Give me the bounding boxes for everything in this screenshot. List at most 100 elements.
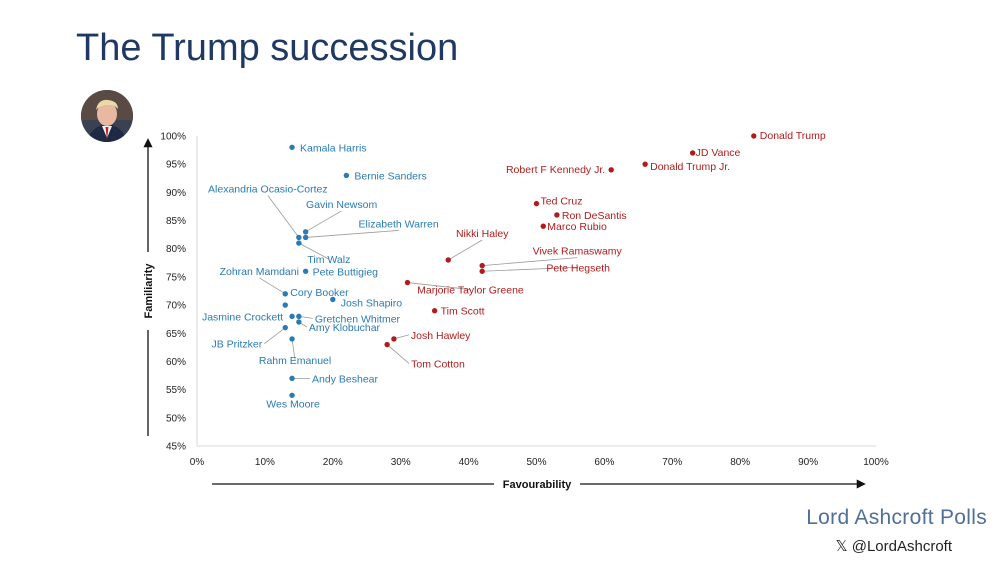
point-label: Ted Cruz — [541, 196, 583, 208]
data-point — [282, 302, 288, 308]
point-label: JD Vance — [696, 147, 741, 159]
point-label: Wes Moore — [266, 398, 320, 410]
data-point — [302, 229, 309, 235]
x-tick-label: 60% — [594, 457, 614, 468]
y-tick-label: 60% — [166, 357, 186, 368]
data-point — [302, 268, 309, 274]
page-title: The Trump succession — [76, 27, 459, 69]
point-label: Robert F Kennedy Jr. — [506, 164, 605, 176]
donald-trump-portrait-icon — [81, 90, 133, 142]
point-label: Alexandria Ocasio-Cortez — [208, 183, 328, 195]
data-point — [479, 268, 485, 274]
data-point — [296, 234, 302, 241]
y-tick-label: 95% — [166, 160, 186, 171]
data-point — [302, 234, 309, 241]
leader-line — [291, 338, 296, 360]
data-point — [384, 341, 390, 348]
point-label: JB Pritzker — [212, 339, 263, 351]
y-ticks: 45% 50% 55% 60% 65% 70% 75% 80% 85% 90% 95% 100% — [160, 132, 186, 453]
data-point — [289, 375, 295, 382]
data-point — [296, 319, 302, 325]
data-point — [751, 133, 757, 139]
data-point — [431, 308, 438, 314]
y-tick-label: 65% — [166, 329, 186, 340]
brand-logo: Lord Ashcroft Polls — [806, 506, 987, 529]
point-label: Josh Hawley — [411, 330, 471, 342]
data-point — [289, 313, 295, 320]
point-label: Ron DeSantis — [562, 210, 627, 222]
leader-line — [259, 277, 286, 295]
data-point — [608, 167, 614, 173]
point-label: Josh Shapiro — [341, 297, 402, 309]
data-point — [343, 172, 350, 179]
y-tick-label: 85% — [166, 216, 186, 227]
data-point — [642, 161, 648, 167]
x-tick-label: 20% — [323, 457, 343, 468]
leader-line — [407, 282, 471, 290]
point-label: Jasmine Crockett — [202, 311, 283, 323]
point-label: Gavin Newsom — [306, 199, 377, 211]
leader-line — [482, 257, 578, 267]
x-tick-label: 50% — [526, 457, 546, 468]
data-point — [289, 392, 295, 398]
point-label: Cory Booker — [290, 287, 349, 299]
data-point — [689, 150, 696, 156]
x-tick-label: 10% — [255, 457, 275, 468]
data-point — [289, 144, 295, 150]
x-tick-label: 30% — [391, 457, 411, 468]
leader-line — [264, 327, 286, 344]
data-point — [404, 279, 411, 286]
leader-line — [267, 195, 300, 238]
point-label: Pete Buttigieg — [313, 266, 379, 278]
avatar — [81, 90, 133, 142]
y-tick-label: 90% — [166, 188, 186, 199]
data-point — [479, 262, 485, 269]
x-tick-label: 100% — [863, 457, 889, 468]
data-point — [540, 223, 546, 229]
x-tick-label: 40% — [459, 457, 479, 468]
data-points — [282, 133, 757, 398]
point-label: Marco Rubio — [547, 221, 607, 233]
point-label: Elizabeth Warren — [359, 218, 439, 230]
y-tick-label: 100% — [160, 132, 186, 143]
leader-line — [305, 230, 399, 238]
point-label: Bernie Sanders — [354, 170, 426, 182]
leader-line — [482, 266, 579, 272]
social-handle: 𝕏 @LordAshcroft — [835, 538, 952, 555]
data-point — [330, 296, 336, 303]
x-axis-title: Favourability — [503, 479, 572, 491]
x-tick-label: 80% — [730, 457, 750, 468]
leader-line — [386, 344, 410, 364]
y-tick-label: 80% — [166, 244, 186, 255]
point-label: Vivek Ramaswamy — [533, 246, 623, 258]
point-label: Zohran Mamdani — [220, 266, 299, 278]
point-label: Kamala Harris — [300, 142, 367, 154]
data-point — [289, 336, 295, 342]
data-point — [282, 291, 288, 297]
data-point — [391, 336, 397, 342]
point-label: Nikki Haley — [456, 228, 509, 240]
data-point — [282, 324, 288, 331]
point-label: Gretchen Whitmer — [315, 313, 401, 325]
data-point — [554, 212, 560, 218]
point-label: Pete Hegseth — [546, 262, 610, 274]
point-label: Tom Cotton — [411, 359, 465, 371]
leader-line — [298, 242, 330, 260]
x-tick-label: 70% — [662, 457, 682, 468]
x-tick-label: 0% — [190, 457, 205, 468]
point-label: Andy Beshear — [312, 373, 378, 385]
data-point — [445, 257, 451, 263]
data-point — [533, 200, 540, 207]
y-tick-label: 55% — [166, 385, 186, 396]
leader-lines — [259, 195, 579, 379]
x-ticks: 0% 10% 20% 30% 40% 50% 60% 70% 80% 90% 100% — [190, 457, 889, 468]
y-axis-title: Familiarity — [143, 263, 155, 319]
leader-line — [448, 239, 483, 261]
data-point — [296, 313, 302, 320]
point-label: Tim Scott — [441, 306, 485, 318]
leader-line — [305, 210, 342, 233]
point-label: Tim Walz — [307, 254, 350, 266]
point-label: Rahm Emanuel — [259, 355, 331, 367]
y-tick-label: 70% — [166, 301, 186, 312]
